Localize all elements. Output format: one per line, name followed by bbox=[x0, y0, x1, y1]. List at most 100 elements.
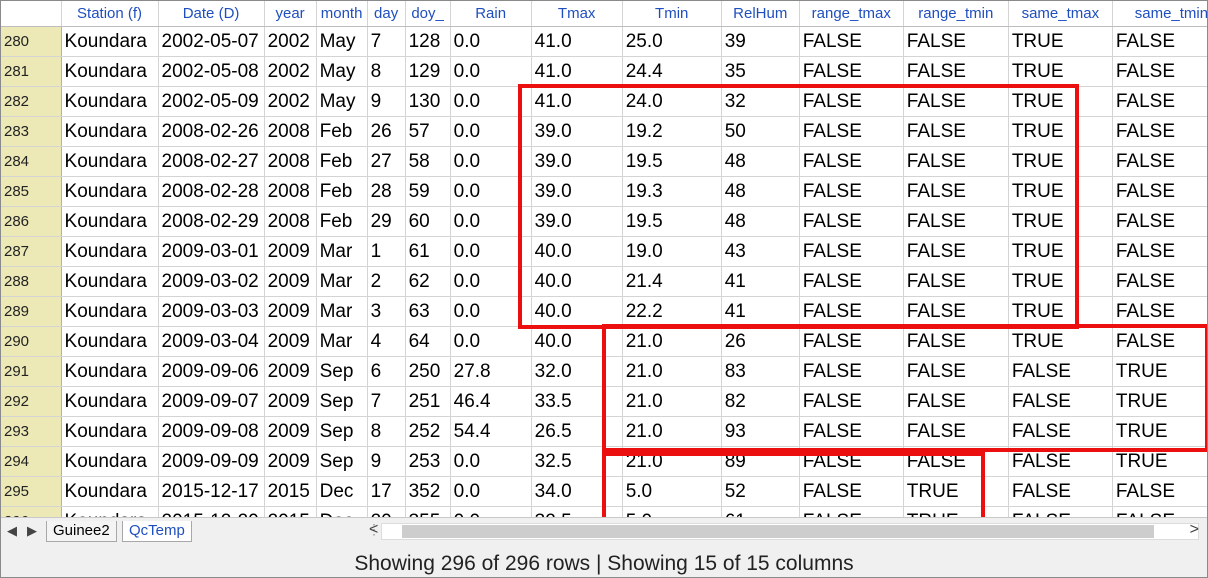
cell-day[interactable]: 3 bbox=[367, 296, 406, 327]
cell-range-tmin[interactable]: FALSE bbox=[903, 416, 1009, 447]
cell-doy[interactable]: 251 bbox=[405, 386, 451, 417]
scroll-right-icon[interactable]: > bbox=[1189, 521, 1199, 538]
cell-rain[interactable]: 54.4 bbox=[450, 416, 532, 447]
cell-range-tmax[interactable]: FALSE bbox=[799, 296, 904, 327]
cell-doy[interactable]: 60 bbox=[405, 206, 451, 237]
cell-same-tmin[interactable]: FALSE bbox=[1112, 296, 1207, 327]
cell-tmin[interactable]: 21.0 bbox=[622, 356, 722, 387]
cell-doy[interactable]: 130 bbox=[405, 86, 451, 117]
cell-station[interactable]: Koundara bbox=[61, 416, 159, 447]
cell-tmin[interactable]: 21.0 bbox=[622, 416, 722, 447]
cell-station[interactable]: Koundara bbox=[61, 116, 159, 147]
cell-tmin[interactable]: 5.0 bbox=[622, 476, 722, 507]
cell-range-tmin[interactable]: FALSE bbox=[903, 146, 1009, 177]
cell-tmax[interactable]: 41.0 bbox=[531, 86, 623, 117]
cell-relhum[interactable]: 48 bbox=[721, 176, 800, 207]
cell-day[interactable]: 20 bbox=[367, 506, 406, 517]
scroll-left-icon[interactable]: < bbox=[369, 521, 379, 538]
cell-tmax[interactable]: 40.0 bbox=[531, 296, 623, 327]
cell-same-tmin[interactable]: FALSE bbox=[1112, 506, 1207, 517]
cell-date[interactable]: 2009-03-02 bbox=[158, 266, 265, 297]
cell-tmin[interactable]: 25.0 bbox=[622, 26, 722, 57]
cell-range-tmax[interactable]: FALSE bbox=[799, 176, 904, 207]
cell-rain[interactable]: 0.0 bbox=[450, 506, 532, 517]
cell-tmax[interactable]: 32.0 bbox=[531, 356, 623, 387]
cell-same-tmax[interactable]: FALSE bbox=[1008, 476, 1113, 507]
splitter-grip-icon[interactable]: ⋮ bbox=[367, 521, 381, 537]
column-header-same-tmin[interactable]: same_tmin bbox=[1112, 1, 1207, 27]
cell-relhum[interactable]: 35 bbox=[721, 56, 800, 87]
cell-relhum[interactable]: 41 bbox=[721, 266, 800, 297]
cell-tmax[interactable]: 40.0 bbox=[531, 266, 623, 297]
cell-year[interactable]: 2015 bbox=[264, 476, 317, 507]
cell-tmax[interactable]: 41.0 bbox=[531, 56, 623, 87]
cell-station[interactable]: Koundara bbox=[61, 446, 159, 477]
cell-relhum[interactable]: 89 bbox=[721, 446, 800, 477]
column-header-range-tmin[interactable]: range_tmin bbox=[903, 1, 1009, 27]
cell-tmin[interactable]: 21.4 bbox=[622, 266, 722, 297]
cell-tmax[interactable]: 39.0 bbox=[531, 146, 623, 177]
cell-tmin[interactable]: 19.5 bbox=[622, 206, 722, 237]
cell-range-tmax[interactable]: FALSE bbox=[799, 416, 904, 447]
cell-range-tmax[interactable]: FALSE bbox=[799, 236, 904, 267]
cell-date[interactable]: 2015-12-20 bbox=[158, 506, 265, 517]
column-header-range-tmax[interactable]: range_tmax bbox=[799, 1, 904, 27]
cell-month[interactable]: Sep bbox=[316, 416, 368, 447]
tab-qctemp[interactable]: QcTemp bbox=[122, 521, 192, 542]
cell-doy[interactable]: 250 bbox=[405, 356, 451, 387]
cell-year[interactable]: 2015 bbox=[264, 506, 317, 517]
cell-month[interactable]: Mar bbox=[316, 326, 368, 357]
cell-relhum[interactable]: 39 bbox=[721, 26, 800, 57]
cell-tmin[interactable]: 19.2 bbox=[622, 116, 722, 147]
cell-same-tmax[interactable]: TRUE bbox=[1008, 86, 1113, 117]
cell-same-tmax[interactable]: TRUE bbox=[1008, 146, 1113, 177]
cell-date[interactable]: 2008-02-28 bbox=[158, 176, 265, 207]
row-number-cell[interactable]: 293 bbox=[1, 416, 62, 447]
cell-same-tmin[interactable]: TRUE bbox=[1112, 416, 1207, 447]
cell-doy[interactable]: 58 bbox=[405, 146, 451, 177]
cell-tmax[interactable]: 39.0 bbox=[531, 116, 623, 147]
cell-rain[interactable]: 0.0 bbox=[450, 326, 532, 357]
cell-rain[interactable]: 0.0 bbox=[450, 236, 532, 267]
cell-year[interactable]: 2008 bbox=[264, 116, 317, 147]
cell-year[interactable]: 2008 bbox=[264, 146, 317, 177]
column-header-rain[interactable]: Rain bbox=[450, 1, 532, 27]
row-number-cell[interactable]: 286 bbox=[1, 206, 62, 237]
cell-range-tmin[interactable]: FALSE bbox=[903, 56, 1009, 87]
cell-station[interactable]: Koundara bbox=[61, 326, 159, 357]
data-grid[interactable]: Station (f) Date (D) year month day doy_ Rain T… bbox=[1, 1, 1207, 517]
row-number-cell[interactable]: 282 bbox=[1, 86, 62, 117]
cell-relhum[interactable]: 52 bbox=[721, 476, 800, 507]
row-number-cell[interactable]: 296 bbox=[1, 506, 62, 517]
cell-month[interactable]: May bbox=[316, 86, 368, 117]
cell-relhum[interactable]: 48 bbox=[721, 146, 800, 177]
cell-date[interactable]: 2002-05-08 bbox=[158, 56, 265, 87]
cell-doy[interactable]: 59 bbox=[405, 176, 451, 207]
cell-range-tmax[interactable]: FALSE bbox=[799, 326, 904, 357]
cell-doy[interactable]: 129 bbox=[405, 56, 451, 87]
cell-range-tmax[interactable]: FALSE bbox=[799, 56, 904, 87]
cell-doy[interactable]: 352 bbox=[405, 476, 451, 507]
cell-day[interactable]: 9 bbox=[367, 86, 406, 117]
cell-year[interactable]: 2009 bbox=[264, 416, 317, 447]
cell-range-tmax[interactable]: FALSE bbox=[799, 476, 904, 507]
cell-date[interactable]: 2002-05-09 bbox=[158, 86, 265, 117]
corner-cell[interactable] bbox=[1, 1, 62, 27]
cell-range-tmax[interactable]: FALSE bbox=[799, 26, 904, 57]
cell-station[interactable]: Koundara bbox=[61, 176, 159, 207]
cell-range-tmin[interactable]: FALSE bbox=[903, 356, 1009, 387]
cell-rain[interactable]: 46.4 bbox=[450, 386, 532, 417]
cell-station[interactable]: Koundara bbox=[61, 296, 159, 327]
row-number-cell[interactable]: 292 bbox=[1, 386, 62, 417]
cell-same-tmin[interactable]: FALSE bbox=[1112, 146, 1207, 177]
cell-range-tmin[interactable]: FALSE bbox=[903, 266, 1009, 297]
row-number-cell[interactable]: 295 bbox=[1, 476, 62, 507]
cell-same-tmax[interactable]: TRUE bbox=[1008, 26, 1113, 57]
cell-tmin[interactable]: 21.0 bbox=[622, 386, 722, 417]
cell-day[interactable]: 6 bbox=[367, 356, 406, 387]
cell-rain[interactable]: 0.0 bbox=[450, 476, 532, 507]
cell-tmin[interactable]: 24.0 bbox=[622, 86, 722, 117]
cell-rain[interactable]: 0.0 bbox=[450, 146, 532, 177]
cell-station[interactable]: Koundara bbox=[61, 26, 159, 57]
cell-month[interactable]: Sep bbox=[316, 446, 368, 477]
